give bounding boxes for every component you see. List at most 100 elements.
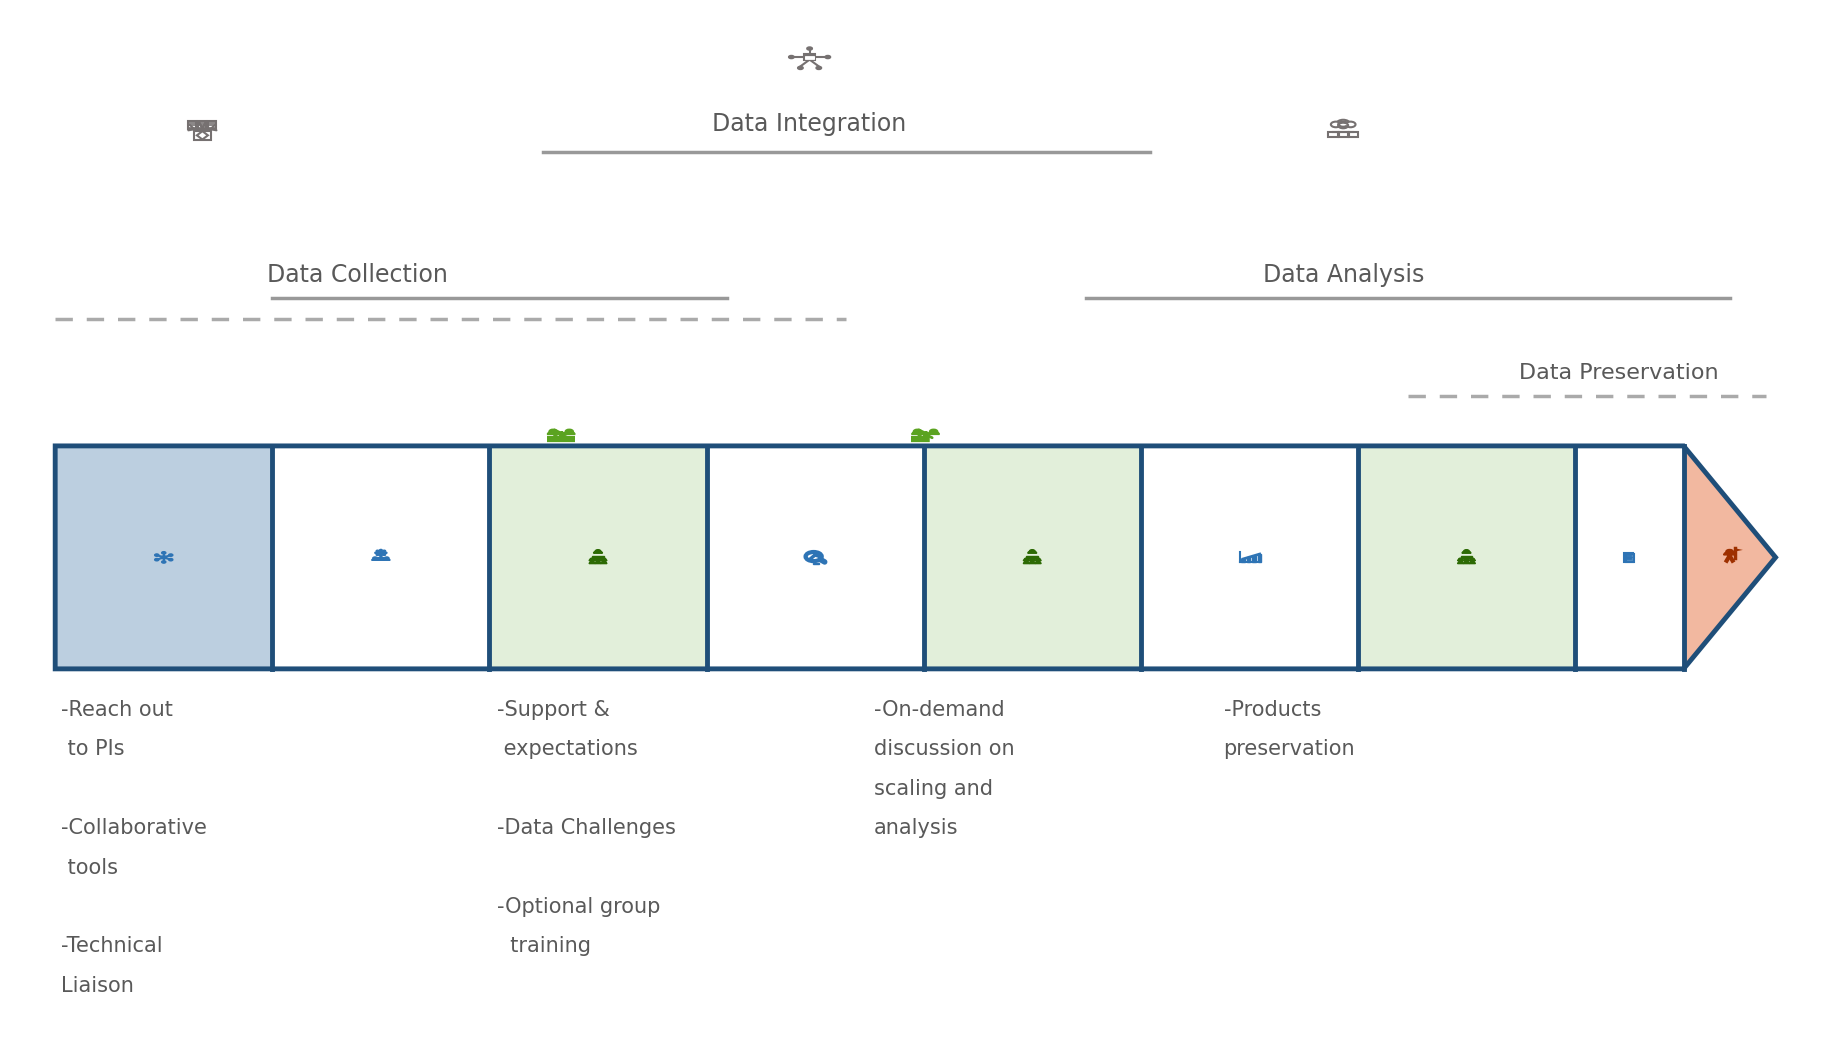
Text: Data Analysis: Data Analysis <box>1262 262 1423 287</box>
Bar <box>1258 554 1260 562</box>
Bar <box>923 446 1140 669</box>
Text: Data Integration: Data Integration <box>712 112 907 137</box>
Circle shape <box>807 47 813 50</box>
Text: expectations: expectations <box>497 739 636 759</box>
Wedge shape <box>377 559 384 560</box>
Circle shape <box>384 557 388 560</box>
Wedge shape <box>1462 551 1469 554</box>
Wedge shape <box>383 559 390 560</box>
Bar <box>55 446 272 669</box>
Wedge shape <box>588 559 594 561</box>
Bar <box>489 446 706 669</box>
Polygon shape <box>1683 446 1775 669</box>
Circle shape <box>1458 558 1462 560</box>
Wedge shape <box>1022 559 1028 561</box>
Circle shape <box>1344 121 1355 128</box>
Wedge shape <box>1462 559 1469 561</box>
Circle shape <box>565 429 574 433</box>
Circle shape <box>1337 122 1348 129</box>
Text: -On-demand: -On-demand <box>874 700 1004 720</box>
Wedge shape <box>1723 552 1734 555</box>
Circle shape <box>596 561 600 563</box>
Bar <box>1460 556 1471 558</box>
Text: -Optional group: -Optional group <box>497 897 660 917</box>
Bar <box>1140 446 1357 669</box>
Circle shape <box>798 66 802 69</box>
Bar <box>592 556 603 558</box>
Wedge shape <box>1028 551 1035 554</box>
Circle shape <box>824 56 829 59</box>
Circle shape <box>929 429 938 433</box>
Text: preservation: preservation <box>1223 739 1355 759</box>
Text: -Reach out: -Reach out <box>61 700 173 720</box>
Circle shape <box>379 550 383 551</box>
Circle shape <box>1330 121 1341 128</box>
Text: Liaison: Liaison <box>61 976 134 996</box>
Bar <box>1252 556 1254 562</box>
FancyBboxPatch shape <box>804 55 815 60</box>
FancyBboxPatch shape <box>188 121 197 129</box>
Text: Data Preservation: Data Preservation <box>1519 363 1718 384</box>
Text: tools: tools <box>61 858 118 877</box>
Wedge shape <box>1035 562 1041 564</box>
Circle shape <box>384 552 386 554</box>
FancyBboxPatch shape <box>195 132 210 140</box>
Wedge shape <box>912 431 923 435</box>
Circle shape <box>1464 561 1468 563</box>
Wedge shape <box>1456 562 1462 564</box>
Circle shape <box>383 554 386 556</box>
Circle shape <box>162 552 166 554</box>
Wedge shape <box>601 562 607 564</box>
Circle shape <box>1725 550 1732 554</box>
Text: -Technical: -Technical <box>61 936 162 956</box>
Wedge shape <box>1469 559 1475 561</box>
Bar <box>706 446 923 669</box>
Circle shape <box>590 561 594 563</box>
Text: Data Collection: Data Collection <box>267 262 447 287</box>
Circle shape <box>375 552 377 554</box>
Bar <box>1241 559 1243 562</box>
Circle shape <box>1024 561 1028 563</box>
Text: training: training <box>497 936 590 956</box>
Polygon shape <box>197 132 208 140</box>
Polygon shape <box>55 446 1775 669</box>
Circle shape <box>169 559 173 561</box>
Circle shape <box>162 561 166 563</box>
Wedge shape <box>601 559 607 561</box>
Circle shape <box>1464 558 1468 560</box>
Circle shape <box>548 429 557 433</box>
Text: analysis: analysis <box>874 818 958 838</box>
Circle shape <box>596 550 600 553</box>
FancyBboxPatch shape <box>208 121 217 129</box>
Wedge shape <box>1028 559 1035 561</box>
Circle shape <box>377 551 384 555</box>
Circle shape <box>601 561 605 563</box>
Circle shape <box>375 551 379 552</box>
Circle shape <box>1464 550 1468 553</box>
Circle shape <box>373 557 377 560</box>
Circle shape <box>1030 558 1034 560</box>
Wedge shape <box>588 562 594 564</box>
Circle shape <box>1035 561 1039 563</box>
Circle shape <box>1335 120 1350 128</box>
Circle shape <box>601 558 605 560</box>
Circle shape <box>789 56 794 59</box>
Wedge shape <box>563 431 574 435</box>
Circle shape <box>169 554 173 556</box>
Bar <box>1026 556 1037 558</box>
Circle shape <box>1035 558 1039 560</box>
Wedge shape <box>594 551 601 554</box>
Circle shape <box>912 429 921 433</box>
Circle shape <box>1458 561 1462 563</box>
Wedge shape <box>594 559 601 561</box>
Circle shape <box>596 558 600 560</box>
Text: -Support &: -Support & <box>497 700 609 720</box>
Circle shape <box>162 556 166 559</box>
Text: -Collaborative: -Collaborative <box>61 818 206 838</box>
Wedge shape <box>371 559 379 560</box>
Polygon shape <box>1734 549 1742 552</box>
Circle shape <box>154 559 158 561</box>
Circle shape <box>1024 558 1028 560</box>
Text: scaling and: scaling and <box>874 779 993 798</box>
Circle shape <box>154 554 158 556</box>
